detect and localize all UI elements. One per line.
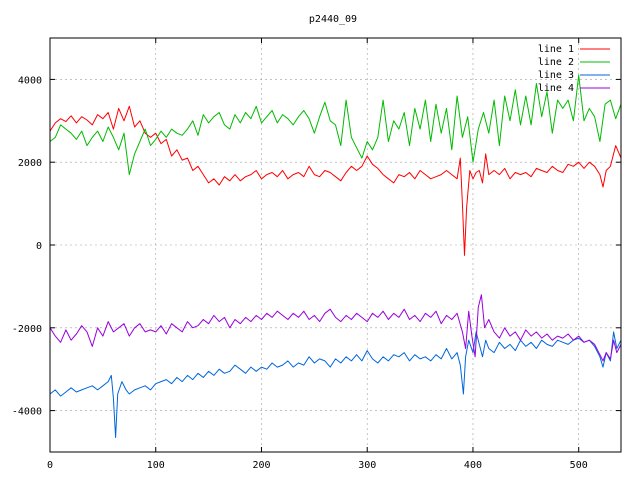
legend: line 1 line 2 line 3 line 4	[538, 44, 610, 94]
grid	[49, 38, 621, 452]
y-tick-label: 4000	[18, 75, 42, 86]
x-tick-label: 500	[570, 460, 588, 471]
legend-label: line 2	[538, 57, 574, 68]
series-layer	[49, 74, 622, 438]
axis-ticks: 0 100 200 300 400 500 -4000 -2000 0 2000 4000	[12, 38, 621, 471]
y-tick-label: -4000	[12, 407, 42, 418]
y-tick-label: 0	[36, 241, 42, 252]
y-tick-label: -2000	[12, 324, 42, 335]
series-line-4	[49, 294, 622, 362]
series-line-2	[49, 74, 622, 176]
chart-title: p2440_09	[309, 14, 357, 25]
series-line-3	[49, 331, 622, 438]
series-line-1	[49, 105, 622, 256]
x-tick-label: 100	[147, 460, 165, 471]
legend-label: line 3	[538, 70, 574, 81]
x-tick-label: 200	[252, 460, 270, 471]
legend-label: line 4	[538, 83, 574, 94]
legend-label: line 1	[538, 44, 574, 55]
x-tick-label: 0	[47, 460, 53, 471]
x-tick-label: 300	[358, 460, 376, 471]
x-tick-label: 400	[464, 460, 482, 471]
y-tick-label: 2000	[18, 158, 42, 169]
